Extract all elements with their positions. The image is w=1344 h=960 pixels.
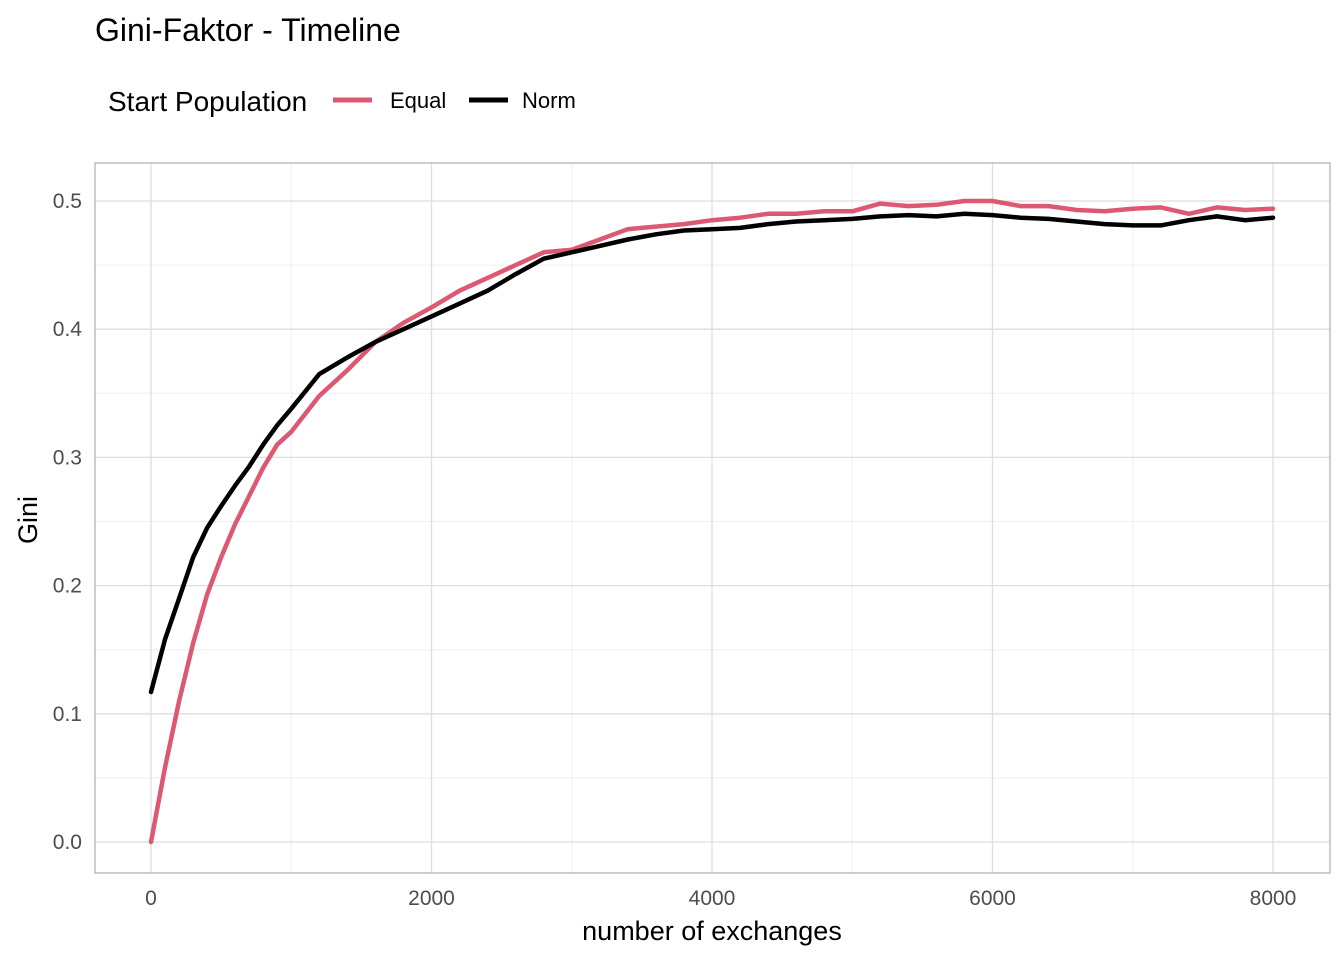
x-tick-label: 8000 xyxy=(1250,887,1297,910)
legend-title: Start Population xyxy=(108,86,307,117)
y-tick-label: 0.1 xyxy=(53,703,82,726)
series-line-norm xyxy=(148,211,1276,695)
y-tick-label: 0.3 xyxy=(53,446,82,469)
x-axis-title: number of exchanges xyxy=(582,916,842,946)
plot-panel-border xyxy=(94,162,1331,874)
y-tick-label: 0.0 xyxy=(53,831,82,854)
x-tick-label: 6000 xyxy=(969,887,1016,910)
series-line-equal xyxy=(148,198,1276,845)
chart-title: Gini-Faktor - Timeline xyxy=(95,12,401,48)
y-tick-label: 0.4 xyxy=(53,318,83,341)
legend-label-equal: Equal xyxy=(390,88,446,113)
y-tick-label: 0.5 xyxy=(53,190,82,213)
x-tick-label: 4000 xyxy=(689,887,736,910)
legend: Start Population Equal Norm xyxy=(108,86,576,117)
x-tick-label: 0 xyxy=(145,887,157,910)
y-axis-title: Gini xyxy=(13,496,43,544)
legend-label-norm: Norm xyxy=(522,88,576,113)
y-tick-label: 0.2 xyxy=(53,575,82,598)
x-tick-label: 2000 xyxy=(408,887,455,910)
